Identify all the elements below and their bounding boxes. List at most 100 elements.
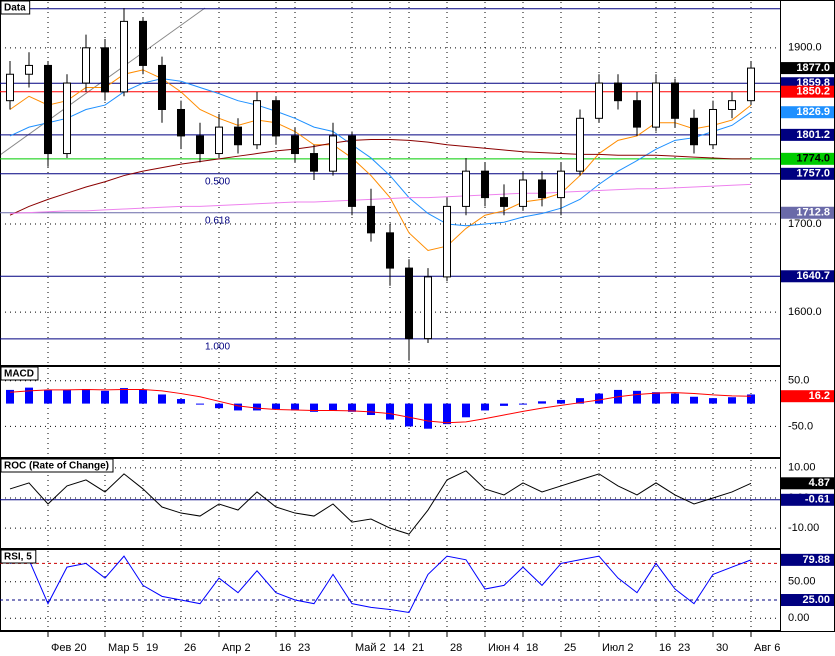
indicator-line xyxy=(9,470,752,535)
macd-bar xyxy=(158,394,166,404)
candle-body xyxy=(234,126,242,146)
x-tick-label: Июл 2 xyxy=(602,642,634,654)
macd-bar xyxy=(443,403,451,425)
fib-label: 0.500 xyxy=(205,176,230,187)
macd-bar xyxy=(215,403,223,409)
macd-bar xyxy=(728,397,736,404)
value-box-label: 1826.9 xyxy=(796,106,830,118)
value-box-label: -0.61 xyxy=(805,494,830,506)
macd-bar xyxy=(690,396,698,404)
y-tick-label: 10.00 xyxy=(788,462,816,474)
candle-body xyxy=(481,170,489,199)
macd-bar xyxy=(348,403,356,412)
candle-body xyxy=(215,126,223,155)
candle-body xyxy=(367,205,375,234)
x-tick-label: 16 xyxy=(659,642,671,654)
macd-bar xyxy=(481,403,489,411)
macd-bar xyxy=(386,403,394,420)
macd-bar xyxy=(253,403,261,411)
panel-title: MACD xyxy=(4,369,34,380)
macd-bar xyxy=(101,390,109,404)
ma-line xyxy=(9,78,752,227)
value-box-label: 1640.7 xyxy=(796,270,830,282)
value-box-label: 1801.2 xyxy=(796,129,830,141)
candle-body xyxy=(500,197,508,207)
macd-bar xyxy=(367,403,375,416)
fib-label: 0.618 xyxy=(205,215,230,226)
value-box-label: 1712.8 xyxy=(796,207,830,219)
value-box xyxy=(781,85,834,98)
signal-line xyxy=(9,388,752,424)
value-box-label: 79.88 xyxy=(802,554,830,566)
macd-bar xyxy=(576,398,584,404)
x-tick-label: Авг 6 xyxy=(754,642,780,654)
candle-body xyxy=(158,64,166,110)
candle-body xyxy=(671,82,679,119)
value-box xyxy=(781,553,834,566)
y-tick-label: 1700.0 xyxy=(788,218,822,230)
macd-bar xyxy=(500,403,508,406)
macd-bar xyxy=(196,403,204,405)
ma-line xyxy=(9,138,751,216)
candle-body xyxy=(709,108,717,146)
x-tick-label: 21 xyxy=(412,642,424,654)
value-box xyxy=(781,270,834,283)
value-box-label: 25.00 xyxy=(802,594,830,606)
x-tick-label: 19 xyxy=(146,642,158,654)
macd-bar xyxy=(291,403,299,411)
x-tick-label: Май 2 xyxy=(355,642,386,654)
x-tick-label: 30 xyxy=(716,642,728,654)
candle-body xyxy=(44,64,52,155)
panel-title-box xyxy=(0,549,37,564)
candle-body xyxy=(519,179,527,207)
value-box xyxy=(781,128,834,141)
macd-bar xyxy=(424,403,432,429)
value-box-label: 1774.0 xyxy=(796,153,830,165)
x-tick-label: 14 xyxy=(393,642,405,654)
candle-body xyxy=(386,232,394,269)
macd-bar xyxy=(747,394,755,404)
candle-body xyxy=(253,100,261,146)
candle-body xyxy=(6,73,14,102)
ma-line xyxy=(9,183,752,214)
panel-title-box xyxy=(0,0,31,15)
candle-body xyxy=(82,47,90,84)
candle-body xyxy=(405,267,413,340)
candle-body xyxy=(690,117,698,146)
x-tick-label: 26 xyxy=(184,642,196,654)
candle-body xyxy=(652,82,660,128)
macd-bar xyxy=(63,389,71,404)
x-tick-label: 28 xyxy=(450,642,462,654)
candle-body xyxy=(25,64,33,75)
y-tick-label: 1600.0 xyxy=(788,306,822,318)
value-box-label: 1877.0 xyxy=(796,62,830,74)
value-box-label: 1850.2 xyxy=(796,86,830,98)
x-tick-label: Июн 4 xyxy=(488,642,519,654)
candle-body xyxy=(329,135,337,172)
x-tick-label: Апр 2 xyxy=(222,642,251,654)
macd-bar xyxy=(177,399,185,404)
x-tick-label: 16 xyxy=(279,642,291,654)
macd-bar xyxy=(44,389,52,404)
macd-bar xyxy=(709,398,717,404)
value-box-label: 16.2 xyxy=(809,390,830,402)
macd-bar xyxy=(120,388,128,404)
macd-bar xyxy=(25,387,33,404)
macd-bar xyxy=(405,403,413,427)
candle-body xyxy=(443,205,451,278)
candle-body xyxy=(291,135,299,155)
macd-bar xyxy=(557,399,565,404)
macd-bar xyxy=(538,401,546,404)
fib-label: 1.000 xyxy=(205,341,230,352)
macd-bar xyxy=(671,393,679,404)
panel-title: RSI, 5 xyxy=(4,552,32,563)
ma-line xyxy=(9,69,752,252)
macd-bar xyxy=(310,403,318,412)
y-tick-label: -10.00 xyxy=(788,522,819,534)
candle-body xyxy=(728,100,736,110)
candle-body xyxy=(576,117,584,172)
value-box-label: 4.87 xyxy=(809,477,830,489)
candle-body xyxy=(272,100,280,137)
candle-body xyxy=(63,82,71,155)
